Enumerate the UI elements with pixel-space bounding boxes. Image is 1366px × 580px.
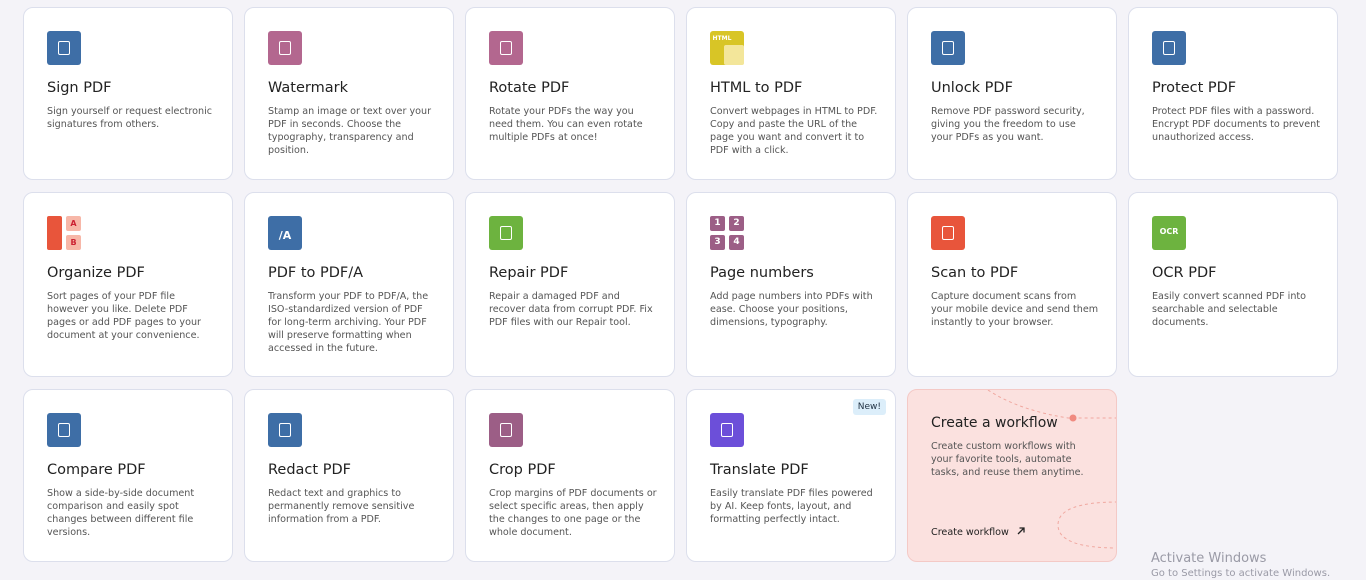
icon-glyph bbox=[58, 423, 70, 437]
tool-card[interactable]: Scan to PDF Capture document scans from y… bbox=[907, 192, 1117, 377]
tool-card[interactable]: A B Organize PDF Sort pages of your PDF fil… bbox=[23, 192, 233, 377]
tool-description: Transform your PDF to PDF/A, the ISO-sta… bbox=[268, 291, 429, 354]
tool-card[interactable]: Unlock PDF Remove PDF password security, … bbox=[907, 7, 1117, 180]
icon-glyph bbox=[500, 41, 512, 55]
arrow-icon bbox=[1017, 527, 1025, 535]
icon-letter: A bbox=[66, 216, 81, 231]
icon-glyph bbox=[500, 423, 512, 437]
tool-icon bbox=[931, 31, 965, 65]
icon-text: /A bbox=[278, 229, 292, 242]
tool-card[interactable]: Protect PDF Protect PDF files with a pass… bbox=[1128, 7, 1338, 180]
icon-number: 3 bbox=[710, 235, 725, 250]
icon-text: HTML bbox=[712, 35, 732, 42]
tool-title: OCR PDF bbox=[1152, 265, 1217, 281]
workflow-decoration bbox=[987, 390, 1116, 549]
tool-description: Easily translate PDF files powered by AI… bbox=[710, 488, 873, 525]
tool-title: Unlock PDF bbox=[931, 80, 1013, 96]
tool-title: Organize PDF bbox=[47, 265, 145, 281]
tool-card[interactable]: Crop PDF Crop margins of PDF documents or… bbox=[465, 389, 675, 562]
tool-description: Protect PDF files with a password. Encry… bbox=[1152, 106, 1320, 143]
tool-description: Add page numbers into PDFs with ease. Ch… bbox=[710, 291, 873, 328]
tool-title: Sign PDF bbox=[47, 80, 112, 96]
icon-glyph bbox=[1163, 41, 1175, 55]
watermark-title: Activate Windows bbox=[1151, 551, 1267, 566]
icon-glyph bbox=[58, 41, 70, 55]
tool-card[interactable]: Redact PDF Redact text and graphics to pe… bbox=[244, 389, 454, 562]
tool-icon bbox=[47, 413, 81, 447]
icon-bar bbox=[47, 216, 62, 250]
tool-description: Rotate your PDFs the way you need them. … bbox=[489, 106, 643, 143]
tool-title: HTML to PDF bbox=[710, 80, 803, 96]
workflow-link[interactable]: Create workflow bbox=[931, 526, 1026, 538]
tool-title: Protect PDF bbox=[1152, 80, 1237, 96]
workflow-description: Create custom workflows with your favori… bbox=[931, 441, 1084, 478]
tool-icon bbox=[710, 413, 744, 447]
tool-icon bbox=[489, 413, 523, 447]
activation-watermark: Activate Windows Go to Settings to activ… bbox=[1151, 551, 1330, 579]
watermark-subtitle: Go to Settings to activate Windows. bbox=[1151, 568, 1331, 579]
icon-glyph bbox=[942, 41, 954, 55]
tool-card[interactable]: /A PDF to PDF/A Transform your PDF to PDF/… bbox=[244, 192, 454, 377]
tool-icon bbox=[931, 216, 965, 250]
tool-icon: HTML bbox=[710, 31, 744, 65]
icon-glyph bbox=[942, 226, 954, 240]
icon-glyph bbox=[279, 423, 291, 437]
tool-description: Sign yourself or request electronic sign… bbox=[47, 106, 213, 130]
tool-description: Remove PDF password security, giving you… bbox=[931, 106, 1085, 143]
tool-title: Translate PDF bbox=[710, 462, 809, 478]
tool-icon: /A bbox=[268, 216, 302, 250]
tool-description: Crop margins of PDF documents or select … bbox=[489, 488, 657, 538]
icon-number: 2 bbox=[729, 216, 744, 231]
tool-icon: OCR bbox=[1152, 216, 1186, 250]
icon-glyph bbox=[721, 423, 733, 437]
tool-title: Page numbers bbox=[710, 265, 814, 281]
tool-card[interactable]: OCR OCR PDF Easily convert scanned PDF int… bbox=[1128, 192, 1338, 377]
icon-glyph bbox=[279, 41, 291, 55]
icon-overlay bbox=[724, 45, 744, 65]
tool-card[interactable]: Translate PDF Easily translate PDF files … bbox=[686, 389, 896, 562]
icon-letter: B bbox=[66, 235, 81, 250]
tool-title: Compare PDF bbox=[47, 462, 146, 478]
tool-title: Crop PDF bbox=[489, 462, 556, 478]
tool-icon bbox=[489, 216, 523, 250]
tool-icon bbox=[1152, 31, 1186, 65]
workflow-link-text[interactable]: Create workflow bbox=[931, 527, 1009, 538]
tool-card[interactable]: HTML HTML to PDF Convert webpages in HTML … bbox=[686, 7, 896, 180]
tool-card[interactable]: Rotate PDF Rotate your PDFs the way you n… bbox=[465, 7, 675, 180]
tool-icon bbox=[268, 413, 302, 447]
icon-text: OCR bbox=[1159, 227, 1179, 236]
icon-glyph bbox=[500, 226, 512, 240]
tool-title: Watermark bbox=[268, 80, 348, 96]
tool-title: Rotate PDF bbox=[489, 80, 570, 96]
icon-number: 1 bbox=[710, 216, 725, 231]
tool-card[interactable]: Compare PDF Show a side-by-side document … bbox=[23, 389, 233, 562]
tool-card[interactable]: Repair PDF Repair a damaged PDF and recov… bbox=[465, 192, 675, 377]
tool-title: Redact PDF bbox=[268, 462, 351, 478]
tool-icon bbox=[47, 31, 81, 65]
workflow-card[interactable]: Create a workflow Create custom workflow… bbox=[907, 389, 1117, 562]
tool-card[interactable]: 1 2 3 4 Page numbers Add page numbers into PD… bbox=[686, 192, 896, 377]
tool-description: Stamp an image or text over your PDF in … bbox=[268, 106, 432, 156]
tool-title: PDF to PDF/A bbox=[268, 265, 364, 281]
tool-description: Repair a damaged PDF and recover data fr… bbox=[489, 291, 653, 328]
tool-description: Show a side-by-side document comparison … bbox=[47, 488, 195, 538]
workflow-title: Create a workflow bbox=[931, 415, 1058, 431]
tool-description: Easily convert scanned PDF into searchab… bbox=[1152, 291, 1307, 328]
tool-description: Convert webpages in HTML to PDF. Copy an… bbox=[710, 106, 878, 156]
new-badge: New! bbox=[852, 399, 886, 415]
tool-description: Redact text and graphics to permanently … bbox=[268, 488, 415, 525]
tool-card[interactable]: Watermark Stamp an image or text over you… bbox=[244, 7, 454, 180]
tool-description: Capture document scans from your mobile … bbox=[931, 291, 1099, 328]
tool-description: Sort pages of your PDF file however you … bbox=[47, 291, 201, 341]
tool-icon bbox=[489, 31, 523, 65]
tool-card[interactable]: Sign PDF Sign yourself or request electro… bbox=[23, 7, 233, 180]
tool-icon bbox=[268, 31, 302, 65]
tool-title: Repair PDF bbox=[489, 265, 569, 281]
tool-title: Scan to PDF bbox=[931, 265, 1019, 281]
icon-number: 4 bbox=[729, 235, 744, 250]
